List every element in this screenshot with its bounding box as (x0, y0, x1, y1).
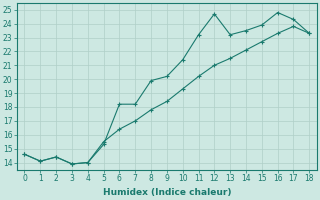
X-axis label: Humidex (Indice chaleur): Humidex (Indice chaleur) (103, 188, 231, 197)
